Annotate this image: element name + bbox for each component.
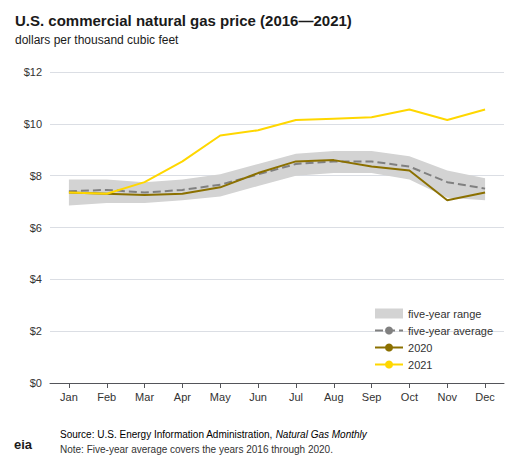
svg-text:Source: U.S. Energy Informatio: Source: U.S. Energy Information Administ… [60, 429, 275, 440]
svg-text:Oct: Oct [401, 391, 418, 403]
svg-text:Jan: Jan [60, 391, 78, 403]
svg-text:$0: $0 [30, 377, 42, 389]
svg-text:$12: $12 [24, 66, 42, 78]
svg-text:2021: 2021 [408, 359, 432, 371]
svg-text:Sep: Sep [362, 391, 382, 403]
svg-text:Mar: Mar [135, 391, 154, 403]
svg-text:Apr: Apr [174, 391, 191, 403]
svg-text:Nov: Nov [437, 391, 457, 403]
svg-text:May: May [210, 391, 231, 403]
svg-text:$4: $4 [30, 273, 42, 285]
svg-text:Note: Five-year average covers: Note: Five-year average covers the years… [60, 444, 333, 455]
svg-text:$2: $2 [30, 325, 42, 337]
svg-text:2020: 2020 [408, 342, 432, 354]
svg-text:five-year range: five-year range [408, 308, 481, 320]
svg-text:dollars per thousand cubic fee: dollars per thousand cubic feet [15, 33, 179, 47]
svg-text:$8: $8 [30, 170, 42, 182]
svg-text:eia: eia [14, 437, 33, 452]
svg-text:Natural Gas Monthly: Natural Gas Monthly [276, 429, 368, 440]
svg-text:$10: $10 [24, 118, 42, 130]
svg-text:Dec: Dec [475, 391, 495, 403]
svg-text:$6: $6 [30, 222, 42, 234]
svg-text:Jul: Jul [289, 391, 303, 403]
svg-text:five-year average: five-year average [408, 325, 493, 337]
svg-text:U.S. commercial natural gas pr: U.S. commercial natural gas price (2016—… [15, 12, 352, 29]
svg-text:Jun: Jun [249, 391, 267, 403]
svg-text:Feb: Feb [97, 391, 116, 403]
svg-text:Aug: Aug [324, 391, 344, 403]
